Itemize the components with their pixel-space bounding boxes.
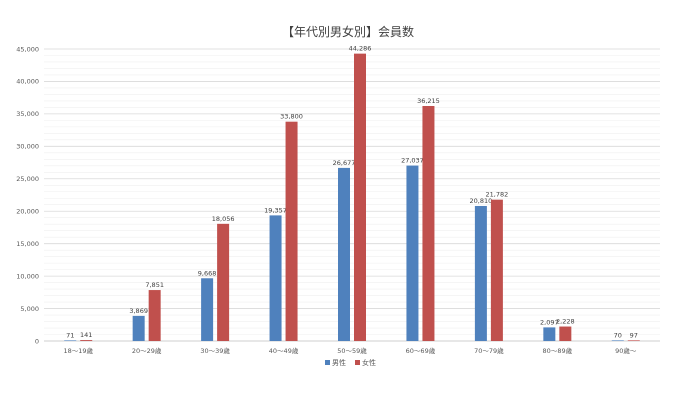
bar-female bbox=[627, 340, 640, 341]
y-tick-label: 30,000 bbox=[16, 143, 39, 151]
bar-male bbox=[543, 327, 556, 341]
y-tick-label: 35,000 bbox=[16, 110, 39, 118]
data-label: 7,851 bbox=[145, 281, 164, 289]
bar-male bbox=[201, 278, 214, 341]
data-label: 3,869 bbox=[129, 307, 148, 315]
data-label: 21,782 bbox=[486, 191, 509, 199]
bar-male bbox=[64, 340, 77, 341]
bar-female bbox=[148, 290, 161, 341]
x-axis: 18～19歳 20～29歳 30～39歳 40～49歳 50～59歳 60～69歳 70～7… bbox=[63, 346, 636, 355]
data-label: 141 bbox=[80, 331, 92, 339]
legend-swatch bbox=[355, 360, 360, 365]
bar-male bbox=[474, 205, 487, 341]
gridlines bbox=[44, 48, 660, 342]
y-tick-label: 45,000 bbox=[16, 45, 39, 53]
bar-female bbox=[559, 326, 572, 341]
legend: 男性 女性 bbox=[325, 358, 376, 367]
y-tick-label: 15,000 bbox=[16, 240, 39, 248]
y-tick-label: 10,000 bbox=[16, 272, 39, 280]
x-tick-label: 30～39歳 bbox=[200, 346, 230, 355]
data-label: 18,056 bbox=[212, 215, 235, 223]
chart-title: 【年代別男女別】会員数 bbox=[282, 24, 414, 39]
x-tick-label: 60～69歳 bbox=[406, 346, 436, 355]
bar-female bbox=[217, 223, 230, 341]
bar-female bbox=[354, 53, 366, 342]
bar-male bbox=[132, 315, 145, 341]
legend-label: 男性 bbox=[332, 358, 346, 367]
data-label: 44,286 bbox=[349, 45, 372, 53]
bar-male bbox=[269, 215, 282, 341]
y-axis: 0 5,000 10,000 15,000 20,000 25,000 30,000 35,0… bbox=[16, 45, 39, 345]
bar-male bbox=[611, 340, 624, 341]
data-label: 20,810 bbox=[470, 197, 493, 205]
data-label: 19,357 bbox=[264, 206, 287, 214]
bar-male bbox=[406, 165, 419, 341]
y-tick-label: 5,000 bbox=[20, 305, 39, 313]
bar-female bbox=[285, 121, 298, 341]
x-tick-label: 70～79歳 bbox=[474, 346, 504, 355]
bar-female bbox=[80, 340, 93, 341]
data-label: 9,668 bbox=[198, 269, 217, 277]
data-label: 2,097 bbox=[540, 318, 559, 326]
y-tick-label: 40,000 bbox=[16, 78, 39, 86]
x-tick-label: 18～19歳 bbox=[63, 346, 93, 355]
bar-female bbox=[490, 199, 503, 341]
data-label: 26,677 bbox=[333, 159, 356, 167]
bars: 71 141 3,869 7,851 9,668 18,056 19,357 33,800 26… bbox=[64, 45, 640, 342]
bar-male bbox=[338, 167, 350, 341]
bar-female bbox=[422, 106, 435, 342]
data-label: 2,228 bbox=[556, 318, 575, 326]
data-label: 71 bbox=[66, 331, 74, 339]
x-tick-label: 80～89歳 bbox=[543, 346, 573, 355]
y-tick-label: 0 bbox=[35, 337, 39, 345]
x-tick-label: 20～29歳 bbox=[132, 346, 162, 355]
y-tick-label: 20,000 bbox=[16, 208, 39, 216]
data-label: 27,037 bbox=[401, 157, 424, 165]
legend-swatch bbox=[325, 360, 330, 365]
data-label: 97 bbox=[630, 331, 638, 339]
data-label: 36,215 bbox=[417, 97, 440, 105]
y-tick-label: 25,000 bbox=[16, 175, 39, 183]
x-tick-label: 40～49歳 bbox=[269, 346, 299, 355]
x-tick-label: 50～59歳 bbox=[337, 346, 367, 355]
x-tick-label: 90歳～ bbox=[615, 346, 637, 355]
data-label: 70 bbox=[614, 331, 622, 339]
data-label: 33,800 bbox=[280, 113, 303, 121]
legend-label: 女性 bbox=[362, 358, 376, 367]
